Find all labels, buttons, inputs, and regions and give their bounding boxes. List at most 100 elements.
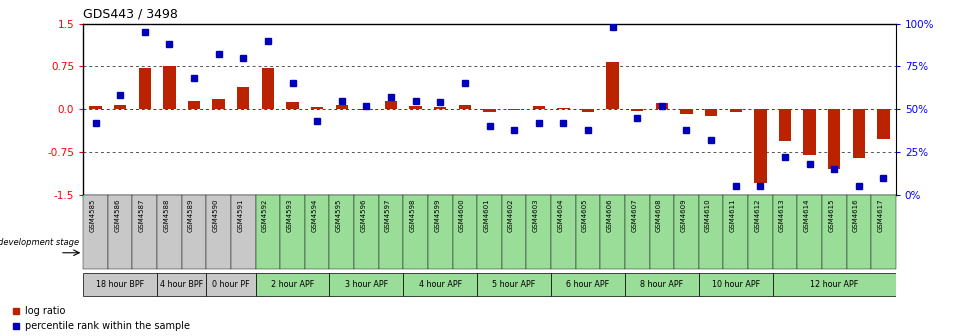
Text: 2 hour APF: 2 hour APF <box>271 280 314 289</box>
Text: GSM4594: GSM4594 <box>311 199 317 232</box>
Text: GSM4614: GSM4614 <box>803 199 809 232</box>
Text: GSM4608: GSM4608 <box>655 199 661 232</box>
Bar <box>139 68 151 109</box>
Bar <box>206 274 255 296</box>
Bar <box>772 274 895 296</box>
Bar <box>624 195 648 269</box>
Bar <box>624 24 698 195</box>
Bar <box>526 195 551 269</box>
Text: GSM4588: GSM4588 <box>163 199 169 232</box>
Bar <box>556 108 569 109</box>
Text: GSM4596: GSM4596 <box>360 199 366 232</box>
Bar <box>261 68 274 109</box>
Bar <box>753 109 766 183</box>
Bar <box>330 24 403 195</box>
Bar <box>255 274 330 296</box>
Text: 0 hour PF: 0 hour PF <box>212 280 249 289</box>
Text: GSM4603: GSM4603 <box>532 199 538 232</box>
Bar <box>476 274 551 296</box>
Bar <box>778 109 790 141</box>
Text: GSM4597: GSM4597 <box>384 199 390 232</box>
Text: GSM4609: GSM4609 <box>680 199 686 232</box>
Bar <box>631 109 643 111</box>
Text: GSM4585: GSM4585 <box>89 199 96 232</box>
Text: 3 hour APF: 3 hour APF <box>344 280 387 289</box>
Bar <box>605 62 618 109</box>
Text: GSM4610: GSM4610 <box>704 199 710 232</box>
Bar <box>698 195 723 269</box>
Bar <box>255 195 280 269</box>
Text: GSM4602: GSM4602 <box>508 199 513 232</box>
Text: GSM4598: GSM4598 <box>409 199 416 232</box>
Text: 18 hour BPF: 18 hour BPF <box>96 280 144 289</box>
Bar <box>803 109 815 155</box>
Text: GSM4587: GSM4587 <box>139 199 145 232</box>
Bar <box>286 102 298 109</box>
Bar <box>459 104 470 109</box>
Bar <box>551 24 624 195</box>
Bar <box>156 274 206 296</box>
Text: GSM4617: GSM4617 <box>876 199 882 232</box>
Bar <box>772 195 796 269</box>
Text: log ratio: log ratio <box>25 306 66 316</box>
Bar <box>280 195 304 269</box>
Bar <box>231 195 255 269</box>
Bar <box>624 274 698 296</box>
Bar <box>403 195 427 269</box>
Bar <box>723 195 747 269</box>
Bar <box>378 195 403 269</box>
Bar <box>674 195 698 269</box>
Bar <box>729 109 741 112</box>
Bar <box>237 87 249 109</box>
Text: GSM4605: GSM4605 <box>581 199 588 232</box>
Text: development stage: development stage <box>0 238 79 247</box>
Bar <box>551 274 624 296</box>
Bar <box>581 109 594 112</box>
Text: GSM4593: GSM4593 <box>287 199 292 232</box>
Text: 10 hour APF: 10 hour APF <box>711 280 759 289</box>
Text: percentile rank within the sample: percentile rank within the sample <box>25 321 190 331</box>
Text: GSM4591: GSM4591 <box>237 199 243 232</box>
Bar <box>452 195 476 269</box>
Bar <box>83 195 108 269</box>
Bar <box>212 99 225 109</box>
Text: 6 hour APF: 6 hour APF <box>566 280 609 289</box>
Text: GSM4604: GSM4604 <box>556 199 562 232</box>
Text: GSM4589: GSM4589 <box>188 199 194 232</box>
Bar <box>132 195 156 269</box>
Bar <box>83 24 156 195</box>
Text: 4 hour APF: 4 hour APF <box>419 280 462 289</box>
Text: GSM4601: GSM4601 <box>483 199 489 232</box>
Text: GSM4613: GSM4613 <box>778 199 784 232</box>
Bar <box>354 195 378 269</box>
Bar <box>156 24 206 195</box>
Text: GSM4600: GSM4600 <box>459 199 465 232</box>
Bar <box>182 195 206 269</box>
Bar <box>403 24 476 195</box>
Text: GSM4590: GSM4590 <box>212 199 218 232</box>
Bar <box>772 24 895 195</box>
Bar <box>822 195 846 269</box>
Text: 4 hour BPF: 4 hour BPF <box>160 280 203 289</box>
Bar <box>648 195 674 269</box>
Bar <box>476 24 551 195</box>
Bar <box>255 24 330 195</box>
Bar <box>476 195 502 269</box>
Bar <box>796 195 822 269</box>
Bar <box>384 101 397 109</box>
Text: 8 hour APF: 8 hour APF <box>640 280 683 289</box>
Text: GSM4615: GSM4615 <box>827 199 833 232</box>
Bar <box>433 108 446 109</box>
Bar <box>409 107 422 109</box>
Bar <box>108 195 132 269</box>
Text: GSM4599: GSM4599 <box>434 199 440 232</box>
Text: GSM4592: GSM4592 <box>262 199 268 232</box>
Bar <box>156 195 182 269</box>
Bar <box>846 195 870 269</box>
Bar <box>852 109 865 158</box>
Bar <box>600 195 624 269</box>
Bar <box>655 103 667 109</box>
Bar <box>483 109 495 112</box>
Text: 5 hour APF: 5 hour APF <box>492 280 535 289</box>
Bar <box>330 195 354 269</box>
